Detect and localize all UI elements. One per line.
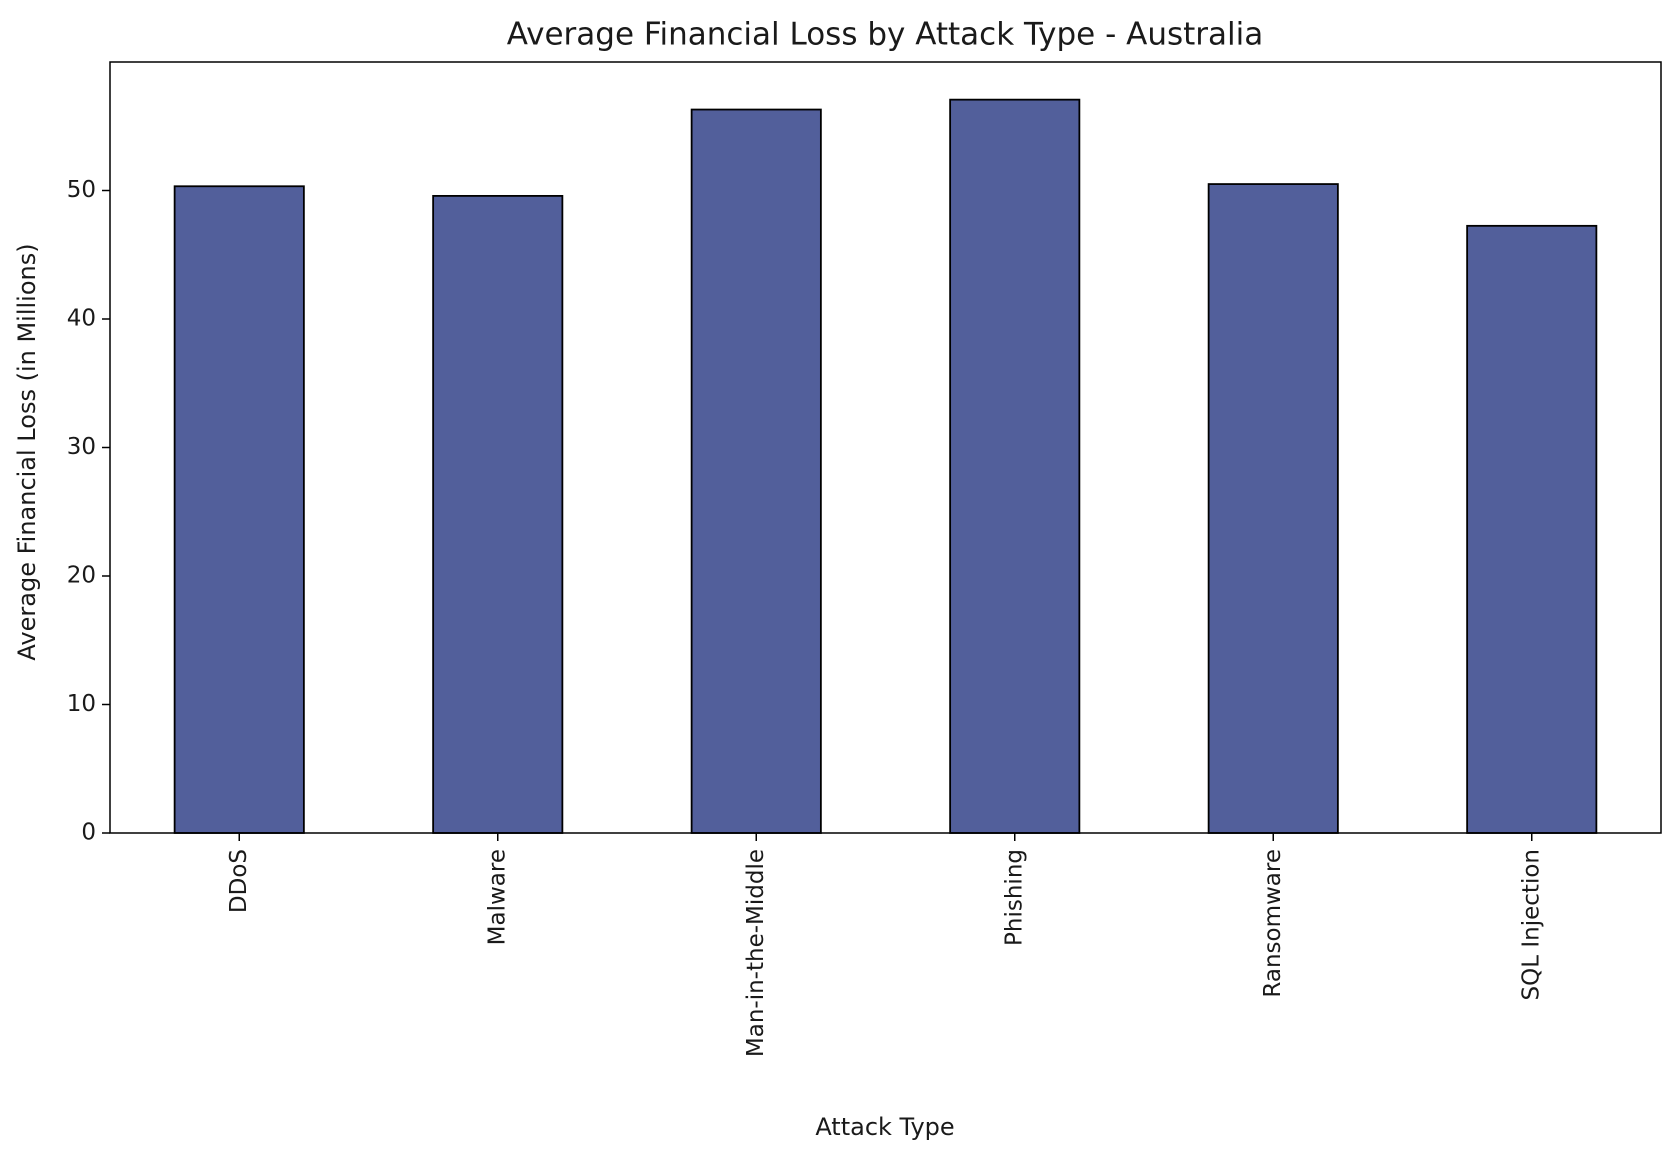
y-axis-label: Average Financial Loss (in Millions) [13, 243, 41, 660]
y-tick-label: 20 [67, 563, 96, 589]
x-tick-label: Ransomware [1260, 849, 1286, 998]
bar [432, 194, 564, 834]
x-tick-label: Man-in-the-Middle [743, 849, 769, 1057]
plot-frame [109, 61, 1662, 834]
chart-title: Average Financial Loss by Attack Type - … [507, 17, 1264, 53]
x-tick-label: Phishing [1001, 849, 1027, 946]
bar [690, 108, 822, 834]
y-tick-label: 30 [67, 434, 96, 460]
x-tick-label: SQL Injection [1518, 849, 1544, 1000]
y-tick-label: 10 [67, 691, 96, 717]
bar [1466, 224, 1598, 834]
bar [949, 98, 1081, 834]
y-tick-label: 0 [81, 820, 96, 846]
x-tick-label: Malware [484, 849, 510, 945]
x-axis-label: Attack Type [815, 1113, 954, 1141]
y-tick-label: 40 [67, 306, 96, 332]
bar [1207, 183, 1339, 834]
bar [173, 185, 305, 834]
x-tick-label: DDoS [226, 849, 252, 913]
y-tick-label: 50 [67, 177, 96, 203]
